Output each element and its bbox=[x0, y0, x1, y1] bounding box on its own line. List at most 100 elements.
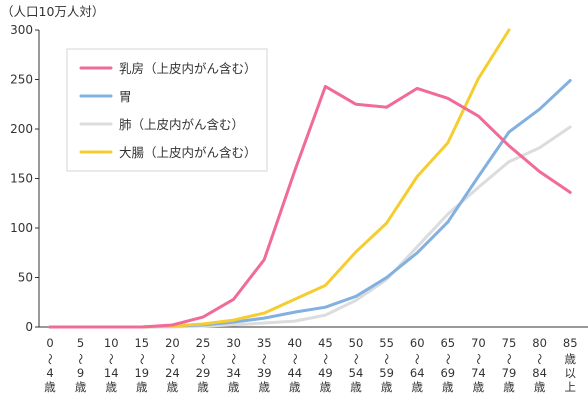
x-tick-label-part: 〜 bbox=[410, 353, 424, 365]
x-tick-label-part: 14 bbox=[104, 366, 119, 380]
legend-label: 肺（上皮内がん含む） bbox=[119, 117, 244, 132]
x-tick-label-part: 歳 bbox=[564, 352, 576, 366]
x-tick-label-part: 歳 bbox=[350, 380, 362, 394]
legend-label: 大腸（上皮内がん含む） bbox=[119, 145, 257, 160]
x-tick-label-part: 50 bbox=[349, 336, 364, 350]
x-tick-label: 30 〜34歳 bbox=[226, 336, 241, 394]
x-tick-label: 85 歳以上 bbox=[563, 336, 578, 394]
x-tick-label-part: 45 bbox=[318, 336, 333, 350]
y-tick-label: 0 bbox=[25, 320, 33, 334]
x-tick-label: 55 〜59歳 bbox=[379, 336, 394, 394]
x-tick-label-part: 歳 bbox=[320, 380, 332, 394]
x-tick-label-part: 10 bbox=[104, 336, 119, 350]
x-tick-label-part: 65 bbox=[440, 336, 455, 350]
x-tick-label-part: 歳 bbox=[136, 380, 148, 394]
x-tick-label: 50 〜54歳 bbox=[349, 336, 364, 394]
x-tick-label: 5 〜9歳 bbox=[74, 336, 88, 394]
x-tick-label: 15 〜19歳 bbox=[134, 336, 149, 394]
x-tick-label-part: 〜 bbox=[165, 353, 179, 365]
y-axis-unit-label: （人口10万人対） bbox=[1, 4, 104, 19]
x-tick-label-part: 49 bbox=[318, 366, 333, 380]
x-tick-label-part: 〜 bbox=[104, 353, 118, 365]
x-tick-label-part: 歳 bbox=[228, 380, 240, 394]
y-tick-label: 50 bbox=[18, 271, 33, 285]
y-tick-label: 300 bbox=[10, 23, 33, 37]
x-tick-label-part: 64 bbox=[410, 366, 425, 380]
x-tick-label: 75 〜79歳 bbox=[502, 336, 517, 394]
x-tick-label: 40 〜44歳 bbox=[287, 336, 302, 394]
x-tick-label: 25 〜29歳 bbox=[196, 336, 211, 394]
x-tick-label-part: 79 bbox=[502, 366, 517, 380]
x-tick-label-part: 24 bbox=[165, 366, 180, 380]
x-tick-label-part: 歳 bbox=[258, 380, 270, 394]
x-tick-label-part: 〜 bbox=[471, 353, 485, 365]
x-tick-label-part: 歳 bbox=[411, 380, 423, 394]
x-tick-label-part: 20 bbox=[165, 336, 180, 350]
y-tick-label: 200 bbox=[10, 122, 33, 136]
x-tick-label: 0 〜4歳 bbox=[43, 336, 57, 394]
x-tick-label: 35 〜39歳 bbox=[257, 336, 272, 394]
x-tick-label-part: 30 bbox=[226, 336, 241, 350]
x-tick-label-part: 〜 bbox=[533, 353, 547, 365]
x-tick-label-part: 〜 bbox=[349, 353, 363, 365]
x-tick-label-part: 35 bbox=[257, 336, 272, 350]
x-tick-label-part: 15 bbox=[134, 336, 149, 350]
x-tick-label-part: 〜 bbox=[318, 353, 332, 365]
x-tick-label-part: 9 bbox=[77, 366, 84, 380]
x-tick-label-part: 34 bbox=[226, 366, 241, 380]
x-tick-label-part: 69 bbox=[440, 366, 455, 380]
x-tick-label-part: 85 bbox=[563, 336, 578, 350]
x-tick-label: 45 〜49歳 bbox=[318, 336, 333, 394]
x-tick-label-part: 歳 bbox=[503, 380, 515, 394]
y-tick-label: 150 bbox=[10, 172, 33, 186]
x-tick-label: 80 〜84歳 bbox=[532, 336, 547, 394]
x-tick-label: 10 〜14歳 bbox=[104, 336, 119, 394]
legend-label: 胃 bbox=[119, 89, 132, 104]
x-tick-label-part: 19 bbox=[134, 366, 149, 380]
legend-label: 乳房（上皮内がん含む） bbox=[119, 61, 257, 76]
x-tick-label-part: 歳 bbox=[197, 380, 209, 394]
x-tick-label-part: 〜 bbox=[135, 353, 149, 365]
x-tick-label-part: 〜 bbox=[441, 353, 455, 365]
x-tick-label-part: 歳 bbox=[442, 380, 454, 394]
x-tick-label-part: 70 bbox=[471, 336, 486, 350]
x-tick-label-part: 〜 bbox=[227, 353, 241, 365]
x-tick-label-part: 歳 bbox=[75, 380, 87, 394]
x-tick-label-part: 75 bbox=[502, 336, 517, 350]
x-tick-label-part: 歳 bbox=[44, 380, 56, 394]
x-tick-label-part: 4 bbox=[46, 366, 53, 380]
x-tick-label-part: 〜 bbox=[288, 353, 302, 365]
y-tick-label: 250 bbox=[10, 73, 33, 87]
x-tick-label-part: 歳 bbox=[534, 380, 546, 394]
x-tick-label-part: 80 bbox=[532, 336, 547, 350]
series-lines bbox=[48, 28, 572, 329]
x-tick-label-part: 84 bbox=[532, 366, 547, 380]
x-axis-ticks: 0〜4歳5〜9歳10〜14歳15〜19歳20〜24歳25〜29歳30〜34歳35… bbox=[43, 336, 578, 394]
x-tick-label-part: 〜 bbox=[380, 353, 394, 365]
x-tick-label: 20 〜24歳 bbox=[165, 336, 180, 394]
x-tick-label-part: 以 bbox=[564, 366, 576, 380]
x-tick-label-part: 25 bbox=[196, 336, 211, 350]
x-tick-label-part: 歳 bbox=[167, 380, 179, 394]
x-tick-label-part: 55 bbox=[379, 336, 394, 350]
x-tick-label-part: 歳 bbox=[473, 380, 485, 394]
x-tick-label-part: 5 bbox=[77, 336, 84, 350]
x-tick-label-part: 44 bbox=[287, 366, 302, 380]
x-tick-label-part: 〜 bbox=[502, 353, 516, 365]
x-tick-label-part: 0 bbox=[46, 336, 53, 350]
x-tick-label-part: 上 bbox=[564, 380, 576, 394]
x-tick-label-part: 歳 bbox=[105, 380, 117, 394]
legend: 乳房（上皮内がん含む） 胃肺（上皮内がん含む） 大腸（上皮内がん含む） bbox=[66, 48, 268, 172]
x-tick-label-part: 60 bbox=[410, 336, 425, 350]
x-tick-label-part: 59 bbox=[379, 366, 394, 380]
x-tick-label-part: 〜 bbox=[257, 353, 271, 365]
y-tick-label: 100 bbox=[10, 221, 33, 235]
x-tick-label-part: 〜 bbox=[43, 353, 57, 365]
x-tick-label-part: 〜 bbox=[196, 353, 210, 365]
x-tick-label: 65 〜69歳 bbox=[440, 336, 455, 394]
x-tick-label-part: 歳 bbox=[289, 380, 301, 394]
x-tick-label-part: 39 bbox=[257, 366, 272, 380]
x-tick-label-part: 歳 bbox=[381, 380, 393, 394]
x-tick-label-part: 40 bbox=[287, 336, 302, 350]
